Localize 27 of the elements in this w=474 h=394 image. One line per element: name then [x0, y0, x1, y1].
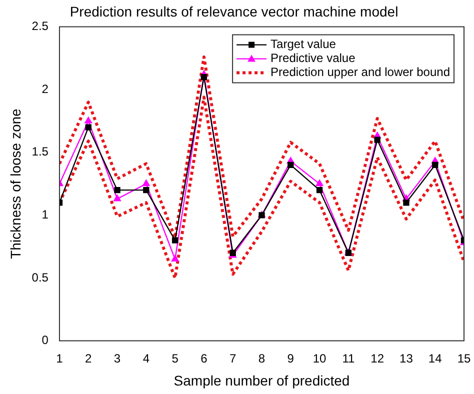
legend-label: Target value — [270, 37, 336, 52]
y-tick-label: 1.5 — [32, 144, 49, 159]
y-tick-label: 1 — [42, 208, 49, 222]
x-tick-label: 4 — [142, 351, 150, 366]
x-tick-label: 13 — [400, 351, 414, 366]
y-tick-label: 2 — [42, 82, 49, 96]
y-tick-label: 2.5 — [32, 19, 49, 34]
x-tick-label: 5 — [172, 351, 179, 366]
x-tick-label: 14 — [428, 351, 442, 366]
x-tick-label: 7 — [230, 351, 237, 366]
x-tick-label: 10 — [312, 351, 327, 366]
x-tick-label: 2 — [85, 351, 92, 366]
x-tick-label: 9 — [287, 351, 294, 366]
x-tick-label: 15 — [457, 351, 471, 366]
x-tick-label: 1 — [56, 351, 64, 366]
x-tick-label: 11 — [342, 351, 355, 366]
y-tick-label: 0 — [42, 333, 49, 348]
y-axis-title: Thickness of loose zone — [7, 108, 24, 259]
legend-label: Prediction upper and lower bound — [270, 65, 450, 80]
x-tick-label: 8 — [258, 351, 266, 366]
x-tick-label: 6 — [200, 351, 208, 366]
x-axis-title: Sample number of predicted — [174, 372, 350, 388]
x-tick-label: 12 — [370, 351, 384, 366]
y-tick-label: 0.5 — [32, 270, 49, 284]
chart-title: Prediction results of relevance vector machine model — [70, 3, 398, 20]
legend-label: Predictive value — [270, 51, 356, 66]
x-tick-label: 3 — [114, 351, 121, 366]
